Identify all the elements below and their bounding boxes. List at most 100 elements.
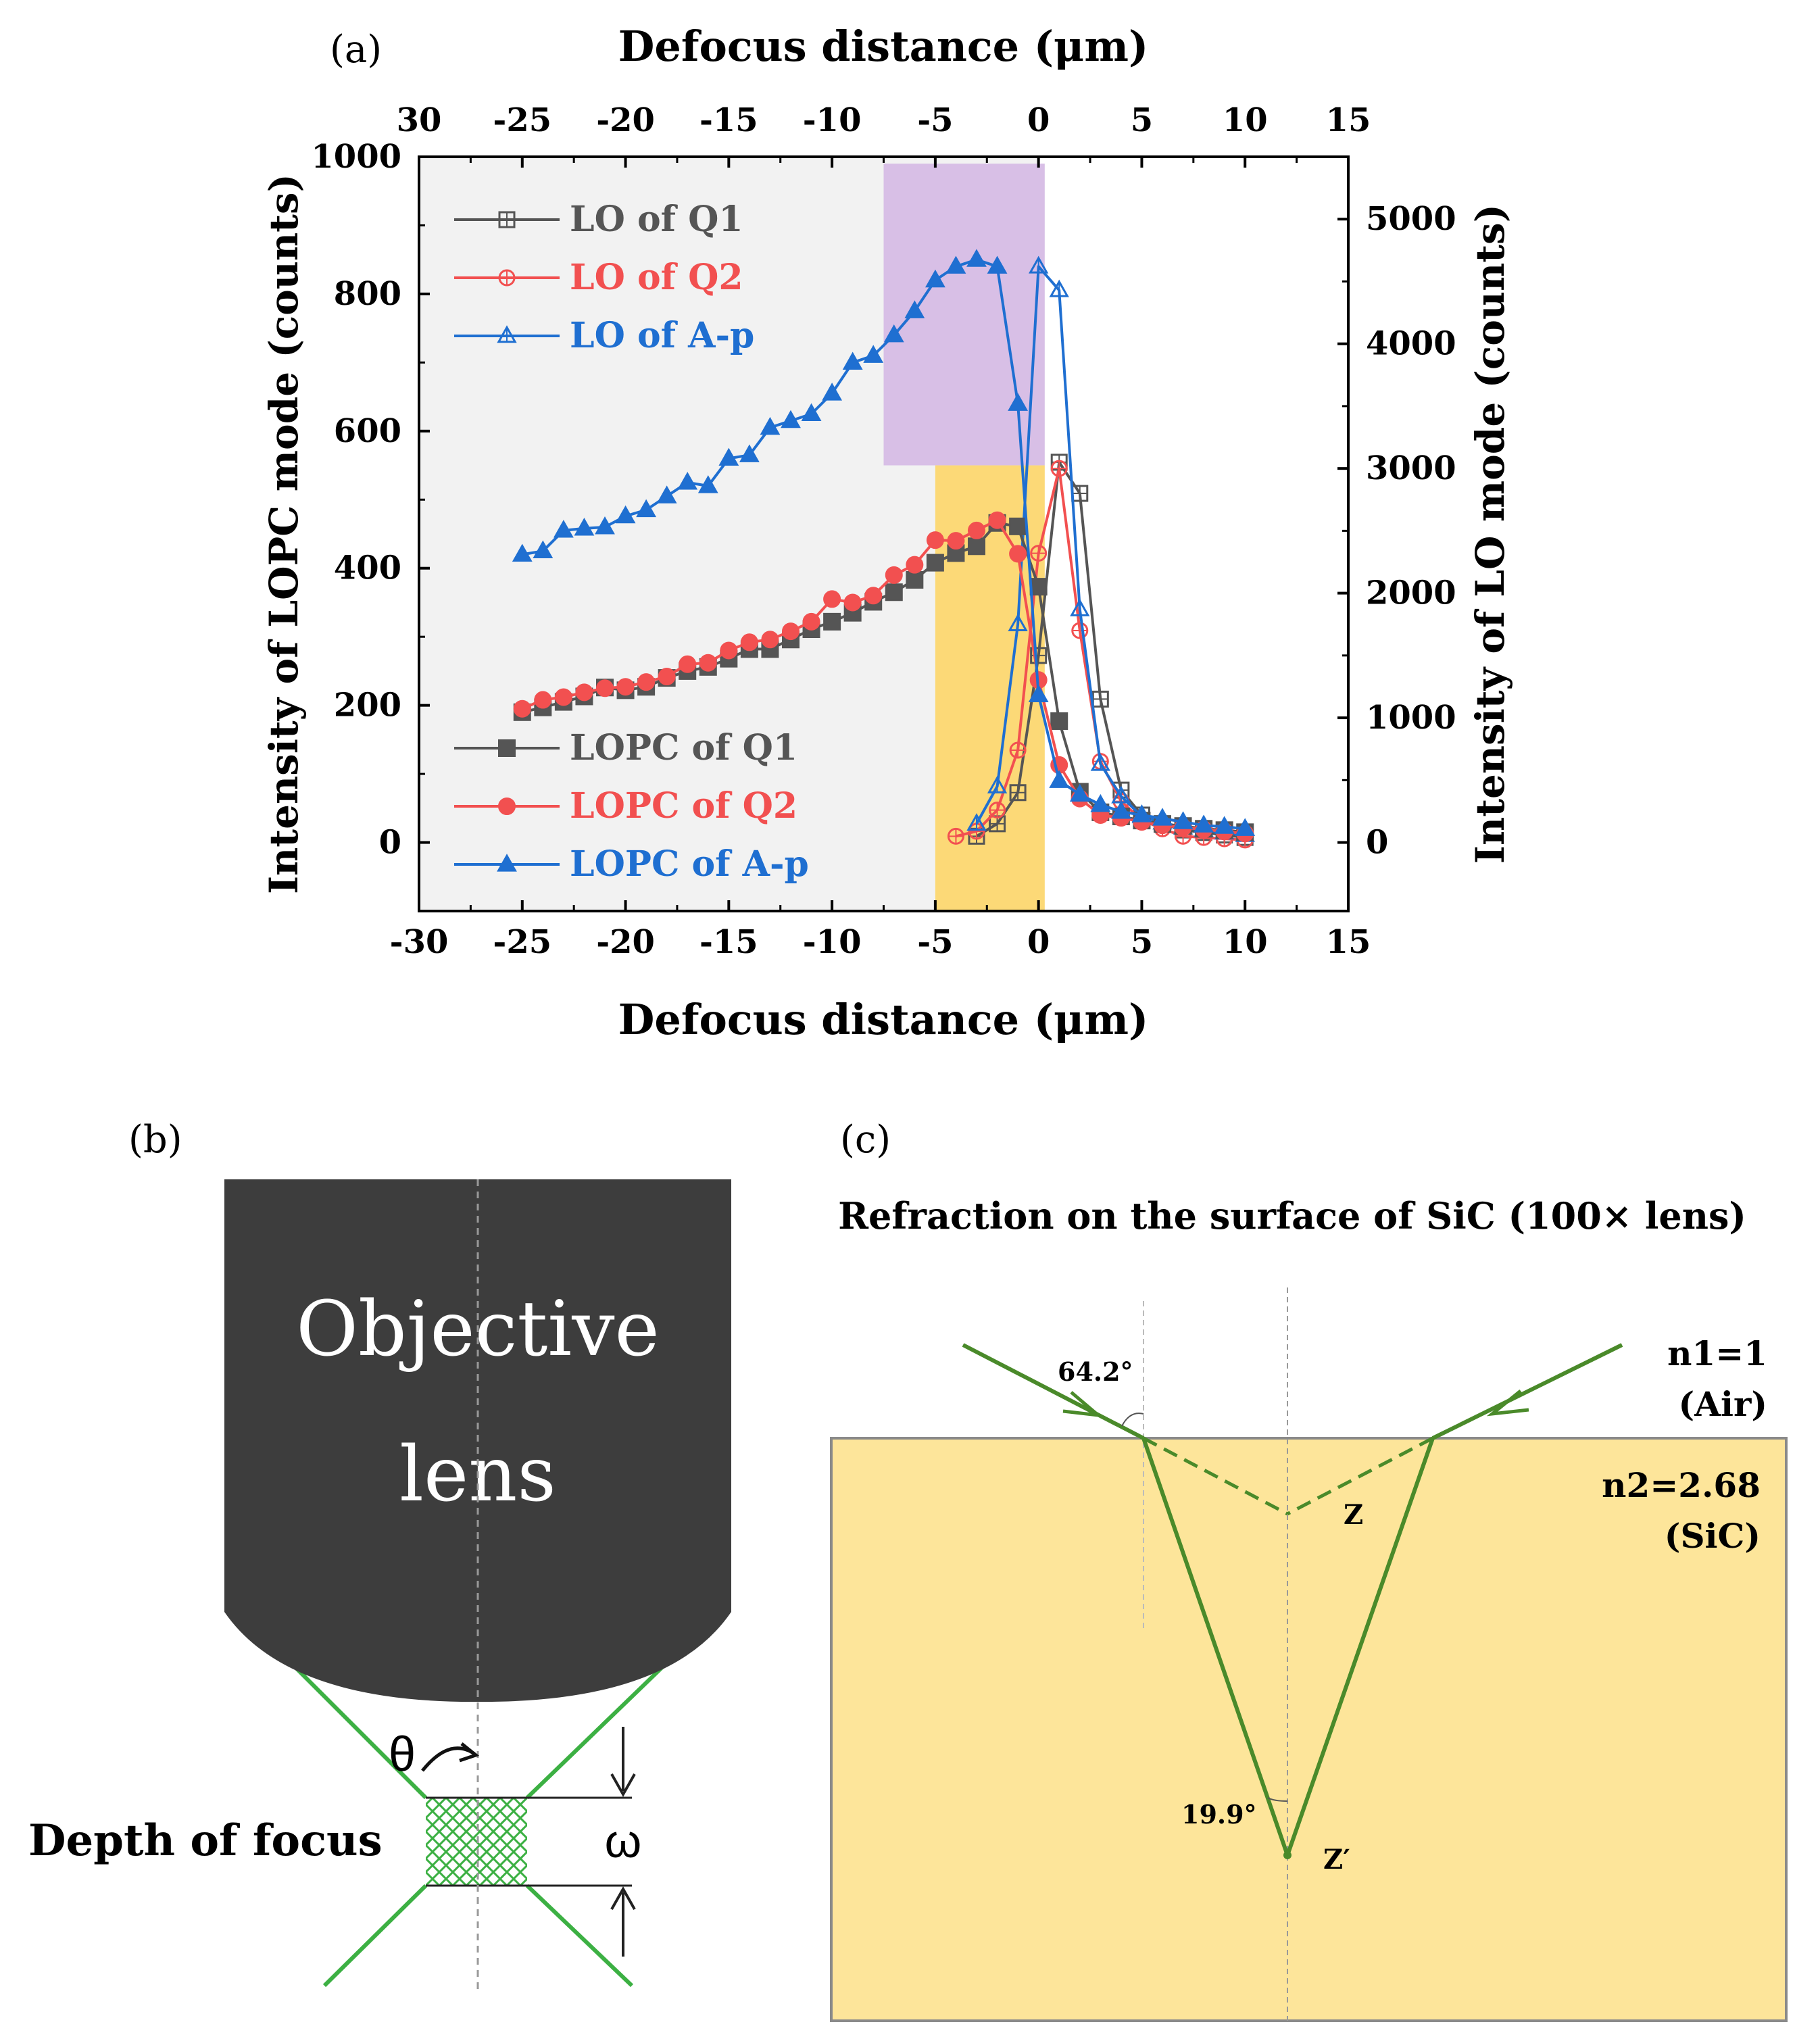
data-point-lopc-of-a-p	[781, 410, 801, 428]
right-tick-label: 1000	[1366, 699, 1456, 737]
data-point-lopc-of-a-p	[1214, 816, 1235, 834]
data-point-lopc-of-a-p	[697, 475, 718, 493]
data-point-lopc-of-q1	[1029, 578, 1048, 596]
legend-lo-entry-lo-of-q1: LO of Q1	[454, 199, 743, 240]
incident-arrow-left	[1062, 1391, 1104, 1418]
data-point-lopc-of-q2	[534, 691, 552, 709]
data-point-lopc-of-q2	[596, 679, 614, 697]
legend-label-lopc-of-a-p: LOPC of A-p	[570, 843, 809, 885]
depth-arrow-top-head	[610, 1773, 636, 1798]
data-point-lopc-of-a-p	[987, 255, 1008, 274]
data-point-lopc-of-q2	[679, 655, 697, 673]
bottom-tick-label: -10	[803, 923, 862, 961]
data-point-lopc-of-a-p	[1069, 783, 1090, 802]
unrefracted-ray-right	[1286, 1436, 1434, 1516]
bottom-tick-label: 10	[1223, 923, 1268, 961]
data-point-lopc-of-a-p	[574, 518, 595, 536]
data-point-lopc-of-q1	[1009, 517, 1027, 535]
panel-c-title: Refraction on the surface of SiC (100× l…	[838, 1194, 1746, 1237]
data-point-lopc-of-a-p	[595, 516, 615, 535]
point-z-label: Z	[1344, 1499, 1363, 1531]
data-point-lopc-of-a-p	[1090, 793, 1111, 812]
bottom-tick-label: 5	[1131, 923, 1153, 961]
theta-symbol: θ	[389, 1727, 416, 1782]
data-point-lopc-of-q2	[968, 521, 985, 539]
focus-point-z-prime	[1283, 1851, 1292, 1859]
panel-a: (a) Defocus distance (μm) Defocus distan…	[261, 22, 1513, 1044]
depth-arrow-bottom-head	[610, 1886, 636, 1910]
legend-lopc: LOPC of Q1 LOPC of Q2 LOPC of A-p	[454, 727, 809, 885]
bottom-tick-label: -25	[493, 923, 551, 961]
data-point-lopc-of-q2	[823, 590, 841, 608]
top-tick-label: -5	[917, 101, 953, 139]
bottom-tick-label: -5	[917, 923, 953, 961]
data-point-lopc-of-q2	[658, 668, 676, 686]
panel-c-label: (c)	[840, 1118, 891, 1162]
beam-line-left-upper	[290, 1662, 428, 1800]
top-tick-label: 10	[1223, 101, 1268, 139]
left-tick-label: 1000	[311, 138, 401, 176]
data-point-lopc-of-q2	[782, 622, 800, 641]
data-point-lopc-of-a-p	[904, 300, 925, 318]
data-point-lopc-of-q1	[968, 537, 985, 556]
data-point-lopc-of-q2	[554, 688, 572, 706]
data-point-lopc-of-q1	[926, 554, 944, 572]
data-point-lopc-of-a-p	[863, 345, 884, 363]
right-tick-label: 3000	[1366, 449, 1456, 487]
top-axis-title: Defocus distance (μm)	[618, 22, 1149, 71]
refracted-ray-right	[1285, 1438, 1435, 1856]
data-point-lopc-of-a-p	[1110, 801, 1131, 819]
beam-line-right-upper	[525, 1662, 668, 1800]
data-point-lopc-of-a-p	[760, 416, 781, 435]
legend-lopc-entry-lopc-of-q1: LOPC of Q1	[454, 727, 797, 768]
right-tick-label: 4000	[1366, 325, 1456, 363]
panel-b: (b) Objective lens ω θ Depth of fo	[28, 1118, 731, 1990]
legend-label-lo-of-q1: LO of Q1	[570, 199, 743, 240]
data-point-lopc-of-a-p	[925, 269, 945, 288]
legend-marker-lopc-of-q1	[498, 739, 516, 757]
data-point-lopc-of-q2	[637, 673, 656, 691]
data-point-lopc-of-q2	[1009, 545, 1027, 563]
unrefracted-ray-left	[1142, 1436, 1289, 1516]
data-point-lopc-of-a-p	[1049, 770, 1070, 788]
bottom-axis-ticks: -30 -25 -20 -15 -10 -5 0 5 10 15	[390, 900, 1371, 961]
data-point-lopc-of-q2	[513, 700, 531, 718]
legend-label-lo-of-q2: LO of Q2	[570, 257, 743, 298]
top-tick-label: 0	[1027, 101, 1050, 139]
data-point-lopc-of-a-p	[966, 249, 987, 267]
data-point-lopc-of-a-p	[1194, 814, 1214, 833]
data-point-lopc-of-a-p	[822, 383, 843, 401]
data-point-lopc-of-a-p	[677, 472, 698, 490]
data-point-lopc-of-a-p	[512, 543, 533, 562]
left-tick-label: 0	[379, 824, 401, 862]
data-point-lopc-of-q2	[947, 532, 965, 550]
sic-substrate	[830, 1437, 1788, 2022]
data-point-lopc-of-q1	[1050, 712, 1068, 730]
data-point-lopc-of-q2	[720, 641, 738, 660]
top-tick-label: 5	[1131, 101, 1153, 139]
n2-label: n2=2.68	[1602, 1465, 1761, 1505]
data-point-lopc-of-a-p	[883, 324, 904, 343]
incident-arrow-right	[1486, 1390, 1529, 1417]
omega-symbol: ω	[605, 1815, 642, 1867]
angle-air-label: 64.2°	[1058, 1356, 1133, 1387]
bottom-tick-label: -20	[596, 923, 655, 961]
bottom-tick-label: 0	[1027, 923, 1050, 961]
left-axis-ticks: 0 200 400 600 800 1000	[311, 138, 430, 912]
panel-a-label: (a)	[330, 28, 382, 72]
data-point-lopc-of-q2	[616, 678, 635, 696]
legend-label-lo-of-a-p: LO of A-p	[570, 315, 754, 356]
data-point-lopc-of-a-p	[533, 540, 554, 558]
data-point-lopc-of-a-p	[801, 403, 822, 422]
legend-label-lopc-of-q1: LOPC of Q1	[570, 727, 797, 768]
data-point-lopc-of-a-p	[1131, 804, 1152, 823]
top-tick-label: -20	[596, 101, 655, 139]
angle-arc-sic	[1267, 1797, 1288, 1802]
beam-line-right-lower	[525, 1884, 634, 1988]
data-point-lopc-of-q2	[575, 683, 593, 702]
left-tick-label: 600	[334, 412, 401, 450]
angle-arc-air	[1121, 1413, 1144, 1427]
bottom-axis-title: Defocus distance (μm)	[618, 995, 1149, 1044]
legend-lo-entry-lo-of-a-p: LO of A-p	[454, 315, 754, 356]
data-point-lopc-of-q2	[906, 556, 924, 574]
